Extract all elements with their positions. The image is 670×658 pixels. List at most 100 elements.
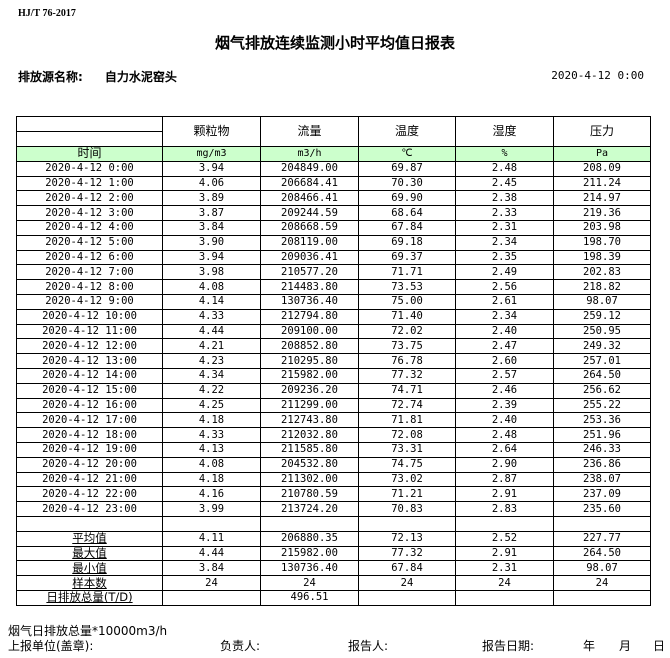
col-header: 温度 bbox=[358, 116, 456, 147]
data-row: 2020-4-12 13:00 4.23 210295.80 76.78 2.60 257… bbox=[16, 353, 651, 369]
data-row: 2020-4-12 15:00 4.22 209236.20 74.71 2.46 256… bbox=[16, 382, 651, 399]
source-label: 排放源名称: bbox=[18, 70, 83, 84]
value-cell: 4.25 bbox=[162, 397, 261, 414]
summary-row: 样本数 24 24 24 24 24 bbox=[16, 575, 651, 591]
col-header: 压力 bbox=[553, 116, 651, 147]
summary-row: 最小值 3.84 130736.40 67.84 2.31 98.07 bbox=[16, 560, 651, 577]
standard-code: HJ/T 76-2017 bbox=[18, 8, 76, 19]
value-cell: 213724.20 bbox=[260, 501, 359, 517]
value-cell: 24 bbox=[260, 575, 359, 591]
value-cell: 24 bbox=[455, 575, 554, 591]
value-cell: 2.47 bbox=[455, 338, 554, 355]
value-cell: 71.81 bbox=[358, 412, 456, 429]
value-cell: 250.95 bbox=[553, 323, 651, 340]
value-cell: 2.49 bbox=[455, 264, 554, 281]
unit-cell: ℃ bbox=[358, 146, 456, 162]
value-cell: 4.44 bbox=[162, 323, 261, 340]
value-cell: 2.35 bbox=[455, 249, 554, 266]
value-cell: 211299.00 bbox=[260, 397, 359, 414]
value-cell: 67.84 bbox=[358, 560, 456, 577]
value-cell: 77.32 bbox=[358, 545, 456, 562]
units-row: 时间 mg/m3 m3/h ℃ % Pa bbox=[16, 146, 651, 162]
value-cell: 2.52 bbox=[455, 530, 554, 547]
time-cell: 2020-4-12 20:00 bbox=[16, 456, 163, 473]
value-cell: 208668.59 bbox=[260, 219, 359, 236]
time-cell: 2020-4-12 9:00 bbox=[16, 293, 163, 310]
value-cell: 4.08 bbox=[162, 456, 261, 473]
time-header: 时间 bbox=[16, 146, 163, 162]
value-cell: 130736.40 bbox=[260, 293, 359, 310]
summary-label: 样本数 bbox=[16, 575, 163, 591]
time-cell: 2020-4-12 19:00 bbox=[16, 441, 163, 458]
col-header: 流量 bbox=[260, 116, 359, 147]
value-cell: 2.31 bbox=[455, 560, 554, 577]
time-cell: 2020-4-12 15:00 bbox=[16, 382, 163, 399]
value-cell: 71.71 bbox=[358, 264, 456, 281]
value-cell: 215982.00 bbox=[260, 367, 359, 384]
value-cell: 210577.20 bbox=[260, 264, 359, 281]
value-cell: 4.44 bbox=[162, 545, 261, 562]
unit-cell: % bbox=[455, 146, 554, 162]
value-cell: 215982.00 bbox=[260, 545, 359, 562]
value-cell: 212032.80 bbox=[260, 427, 359, 443]
time-cell: 2020-4-12 17:00 bbox=[16, 412, 163, 429]
value-cell: 2.45 bbox=[455, 175, 554, 192]
value-cell: 209236.20 bbox=[260, 382, 359, 399]
value-cell: 3.90 bbox=[162, 234, 261, 251]
data-row: 2020-4-12 23:00 3.99 213724.20 70.83 2.83 235… bbox=[16, 501, 651, 517]
col-header: 湿度 bbox=[455, 116, 554, 147]
value-cell: 76.78 bbox=[358, 353, 456, 369]
data-row: 2020-4-12 21:00 4.18 211302.00 73.02 2.87 238… bbox=[16, 471, 651, 488]
time-cell: 2020-4-12 22:00 bbox=[16, 486, 163, 503]
value-cell: 219.36 bbox=[553, 205, 651, 221]
time-cell: 2020-4-12 21:00 bbox=[16, 471, 163, 488]
value-cell: 257.01 bbox=[553, 353, 651, 369]
value-cell: 2.39 bbox=[455, 397, 554, 414]
value-cell: 204532.80 bbox=[260, 456, 359, 473]
value-cell bbox=[553, 589, 651, 606]
value-cell: 2.46 bbox=[455, 382, 554, 399]
value-cell: 4.16 bbox=[162, 486, 261, 503]
time-cell: 2020-4-12 6:00 bbox=[16, 249, 163, 266]
value-cell: 2.48 bbox=[455, 160, 554, 177]
value-cell: 4.14 bbox=[162, 293, 261, 310]
time-cell: 2020-4-12 11:00 bbox=[16, 323, 163, 340]
value-cell: 4.11 bbox=[162, 530, 261, 547]
value-cell: 212794.80 bbox=[260, 308, 359, 325]
value-cell: 203.98 bbox=[553, 219, 651, 236]
responsible-label: 负责人: bbox=[220, 639, 261, 653]
value-cell bbox=[260, 515, 359, 532]
time-cell: 2020-4-12 5:00 bbox=[16, 234, 163, 251]
summary-label: 最小值 bbox=[16, 560, 163, 577]
value-cell: 3.87 bbox=[162, 205, 261, 221]
data-row: 2020-4-12 3:00 3.87 209244.59 68.64 2.33 219.… bbox=[16, 205, 651, 221]
value-cell: 2.34 bbox=[455, 308, 554, 325]
source-name: 自力水泥窑头 bbox=[104, 70, 177, 84]
value-cell: 2.38 bbox=[455, 190, 554, 207]
value-cell: 4.06 bbox=[162, 175, 261, 192]
value-cell bbox=[455, 589, 554, 606]
value-cell: 75.00 bbox=[358, 293, 456, 310]
data-row: 2020-4-12 1:00 4.06 206684.41 70.30 2.45 211.… bbox=[16, 175, 651, 192]
year-label: 年 bbox=[583, 639, 596, 653]
value-cell: 2.33 bbox=[455, 205, 554, 221]
value-cell: 259.12 bbox=[553, 308, 651, 325]
data-row: 2020-4-12 5:00 3.90 208119.00 69.18 2.34 198.… bbox=[16, 234, 651, 251]
value-cell: 218.82 bbox=[553, 279, 651, 295]
time-cell: 2020-4-12 7:00 bbox=[16, 264, 163, 281]
unit-cell: mg/m3 bbox=[162, 146, 261, 162]
value-cell: 68.64 bbox=[358, 205, 456, 221]
value-cell: 4.33 bbox=[162, 427, 261, 443]
value-cell: 72.74 bbox=[358, 397, 456, 414]
value-cell: 70.30 bbox=[358, 175, 456, 192]
value-cell: 237.09 bbox=[553, 486, 651, 503]
value-cell: 246.33 bbox=[553, 441, 651, 458]
value-cell: 256.62 bbox=[553, 382, 651, 399]
value-cell: 2.40 bbox=[455, 323, 554, 340]
value-cell: 72.13 bbox=[358, 530, 456, 547]
data-row: 2020-4-12 14:00 4.34 215982.00 77.32 2.57 264… bbox=[16, 367, 651, 384]
data-row: 2020-4-12 9:00 4.14 130736.40 75.00 2.61 98.0… bbox=[16, 293, 651, 310]
value-cell bbox=[358, 515, 456, 532]
time-cell: 2020-4-12 23:00 bbox=[16, 501, 163, 517]
data-row: 2020-4-12 18:00 4.33 212032.80 72.08 2.48 251… bbox=[16, 427, 651, 443]
